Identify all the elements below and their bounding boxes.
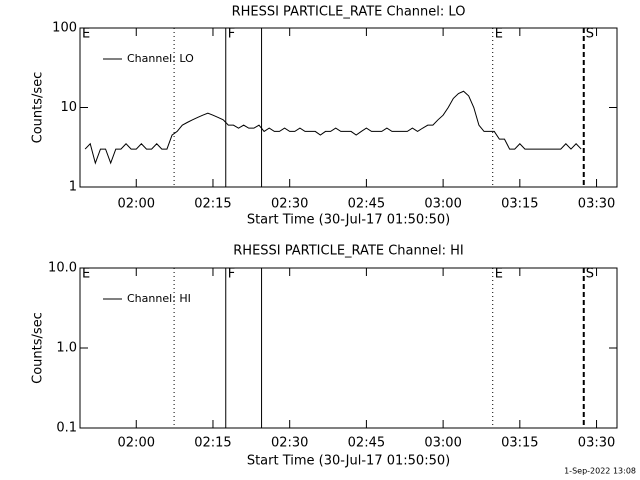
x-tick-label: 03:15 (501, 197, 538, 212)
x-tick-label: 02:15 (194, 197, 231, 212)
x-tick-label: 02:45 (348, 197, 385, 212)
y-axis-label: Counts/sec (31, 72, 46, 144)
marker-label: S (586, 27, 594, 42)
x-tick-label: 02:30 (271, 436, 308, 451)
chart-title: RHESSI PARTICLE_RATE Channel: LO (232, 5, 466, 20)
x-tick-label: 03:30 (578, 436, 615, 451)
y-tick-label: 1.0 (56, 341, 77, 356)
marker-label: F (228, 27, 235, 42)
x-tick-label: 03:00 (424, 436, 461, 451)
y-axis-label: Counts/sec (31, 312, 46, 384)
x-axis-label: Start Time (30-Jul-17 01:50:50) (247, 213, 450, 228)
y-tick-label: 0.1 (56, 421, 77, 436)
x-tick-label: 02:00 (118, 436, 155, 451)
marker-label: F (228, 267, 235, 282)
marker-label: E (82, 267, 90, 282)
x-tick-label: 03:00 (424, 197, 461, 212)
marker-label: E (495, 27, 503, 42)
x-tick-label: 02:30 (271, 197, 308, 212)
y-tick-label: 10 (60, 100, 77, 115)
x-tick-label: 02:15 (194, 436, 231, 451)
x-axis-label: Start Time (30-Jul-17 01:50:50) (247, 454, 450, 469)
y-tick-label: 10.0 (48, 261, 77, 276)
x-tick-label: 03:15 (501, 436, 538, 451)
marker-label: S (586, 267, 594, 282)
y-tick-label: 1 (69, 180, 77, 195)
footer: 1-Sep-2022 13:08 (564, 467, 636, 476)
legend-label: Channel: HI (127, 292, 191, 305)
x-tick-label: 02:00 (118, 197, 155, 212)
data-line (84, 90, 582, 165)
legend-label: Channel: LO (127, 52, 194, 65)
y-tick-label: 100 (52, 21, 77, 36)
chart-title: RHESSI PARTICLE_RATE Channel: HI (233, 244, 463, 259)
marker-label: E (495, 267, 503, 282)
x-tick-label: 03:30 (578, 197, 615, 212)
marker-label: E (82, 27, 90, 42)
x-tick-label: 02:45 (348, 436, 385, 451)
